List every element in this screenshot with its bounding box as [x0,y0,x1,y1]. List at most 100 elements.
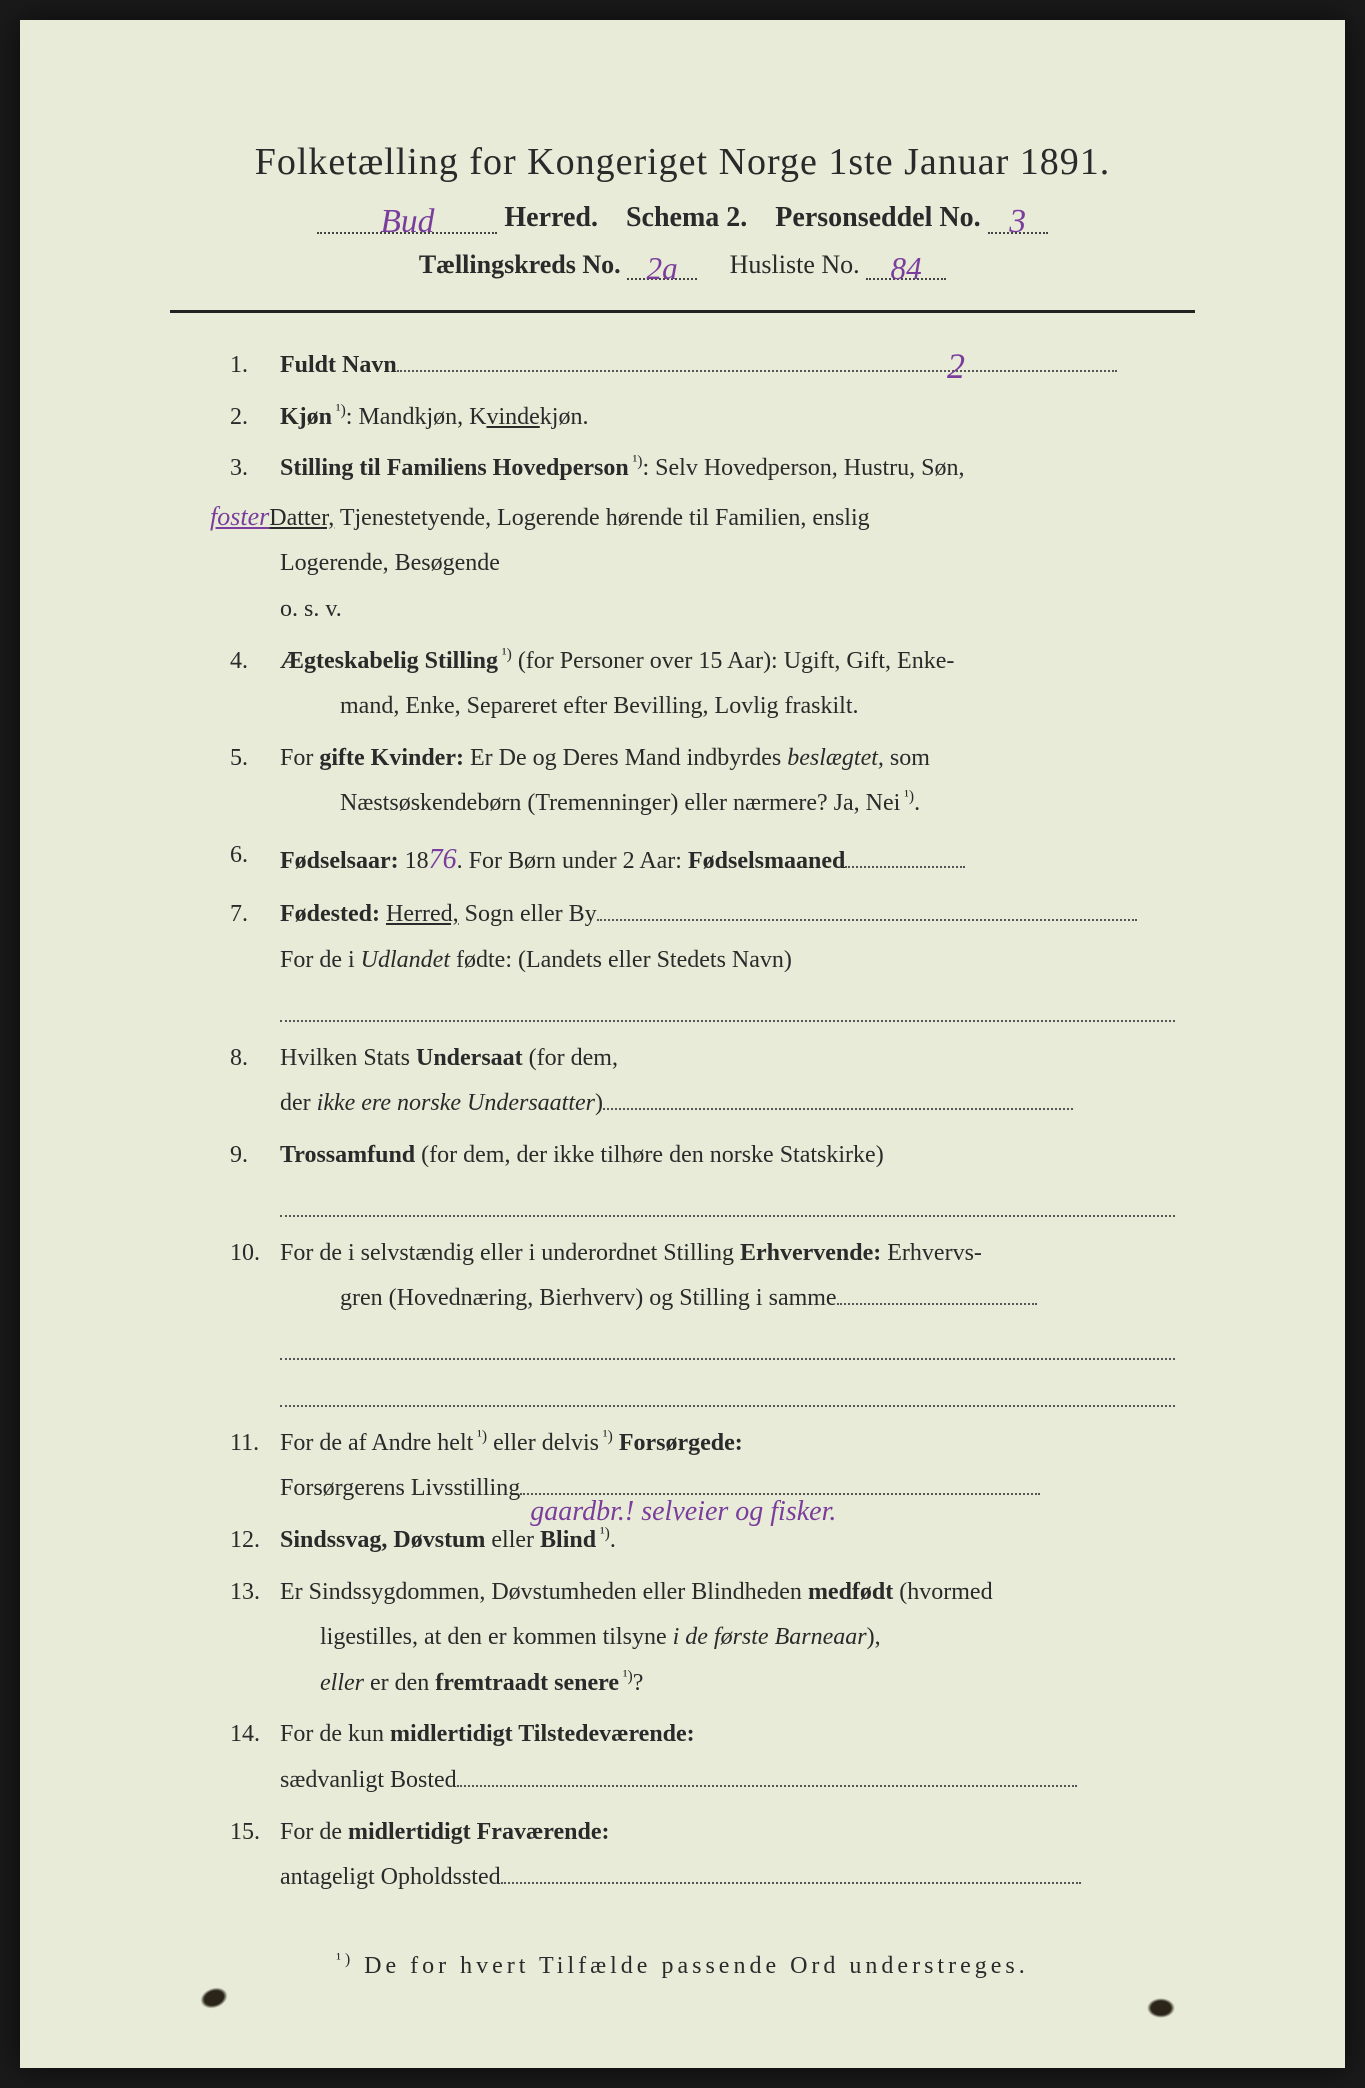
footnote-text: De for hvert Tilfælde passende Ord under… [364,1953,1029,1979]
subtitle-row-1: Bud Herred. Schema 2. Personseddel No. 3 [170,202,1195,234]
content-2: Kjøn ¹): Mandkjøn, Kvindekjøn. [280,395,1175,441]
content-9: Trossamfund (for dem, der ikke tilhøre d… [280,1133,1175,1225]
text-15a: For de [280,1819,348,1845]
text-3d: o. s. v. [280,596,342,622]
text-3b1: Datter, [269,505,334,531]
text-2b: kjøn. [540,404,589,430]
text-2u: vinde [486,404,539,430]
num-15: 15. [230,1810,280,1901]
num-12: 12. [230,1518,280,1564]
item-9: 9. Trossamfund (for dem, der ikke tilhør… [230,1133,1175,1225]
num-4: 4. [230,639,280,730]
item-10: 10. For de i selvstændig eller i underor… [230,1231,1175,1415]
label-10: Erhvervende: [740,1240,881,1266]
text-3b2: Tjenestetyende, Logerende hørende til Fa… [334,505,869,531]
fn-11b: ¹) [599,1428,613,1445]
label-14: midlertidigt Tilstedeværende: [390,1721,695,1747]
content-13: Er Sindssygdommen, Døvstumheden eller Bl… [280,1570,1175,1707]
num-11: 11. [230,1421,280,1512]
content-3: Stilling til Familiens Hovedperson ¹): S… [280,446,1175,632]
text-11c: Forsørgerens Livsstilling [280,1475,520,1501]
text-10c: gren (Hovednæring, Bierhverv) og Stillin… [280,1285,837,1311]
italic-5a: beslægtet, [787,745,884,771]
husliste-hand: 84 [891,251,922,286]
item-1: 1. Fuldt Navn [230,343,1175,389]
fill-10c [280,1368,1175,1406]
text-13b: (hvormed [893,1579,992,1605]
year-prefix: 18 [399,848,429,874]
husliste-label: Husliste No. [730,250,860,279]
label-1: Fuldt Navn [280,352,397,378]
text-7b: For de i [280,947,361,973]
fill-6 [845,866,965,868]
item-11: 11. For de af Andre helt ¹) eller delvis… [230,1421,1175,1512]
label-12a: Sindssvag, Døvstum [280,1527,485,1553]
item-15: 15. For de midlertidigt Fraværende: anta… [230,1810,1175,1901]
census-form-page: Folketælling for Kongeriget Norge 1ste J… [20,20,1345,2068]
text-13d: ), [867,1624,881,1650]
fill-14 [457,1785,1077,1787]
num-14: 14. [230,1712,280,1803]
label-4: Ægteskabelig Stilling [280,648,498,674]
italic-8a: ikke ere norske Undersaatter [317,1090,595,1116]
text-7c: fødte: (Landets eller Stedets Navn) [450,947,792,973]
curled-mark: 2 [947,345,965,387]
fill-1 [397,370,1117,372]
subtitle-row-2: Tællingskreds No. 2a Husliste No. 84 [170,250,1195,280]
italic-13a: i de første Barneaar [673,1624,867,1650]
text-5b: Er De og Deres Mand indbyrdes [464,745,787,771]
text-7a: Sogn eller By [459,901,597,927]
num-7: 7. [230,892,280,1030]
text-2a: : Mandkjøn, K [346,404,487,430]
text-13e: er den [364,1670,435,1696]
item-13: 13. Er Sindssygdommen, Døvstumheden elle… [230,1570,1175,1707]
content-14: For de kun midlertidigt Tilstedeværende:… [280,1712,1175,1803]
num-1: 1. [230,343,280,389]
content-8: Hvilken Stats Undersaat (for dem, der ik… [280,1036,1175,1127]
italic-7a: Udlandet [361,947,450,973]
personseddel-label: Personseddel No. [775,202,980,233]
fn-11a: ¹) [473,1428,487,1445]
italic-13b: eller [280,1670,364,1696]
content-15: For de midlertidigt Fraværende: antageli… [280,1810,1175,1901]
fill-10a [837,1303,1037,1305]
item-6: 6. Fødselsaar: 1876. For Børn under 2 Aa… [230,833,1175,886]
label-15: midlertidigt Fraværende: [348,1819,610,1845]
text-11a: For de af Andre helt [280,1430,473,1456]
fill-7a [597,919,1137,921]
person-no-fill: 3 [988,203,1048,234]
text-7u: Herred, [386,901,459,927]
label-6b: Fødselsmaaned [688,848,845,874]
fill-11: gaardbr.! selveier og fisker. [520,1493,1040,1495]
husliste-fill: 84 [866,251,946,280]
num-6: 6. [230,833,280,886]
footnote-marker: ¹) [336,1951,354,1968]
text-14a: For de kun [280,1721,390,1747]
text-8c: der [280,1090,317,1116]
item-2: 2. Kjøn ¹): Mandkjøn, Kvindekjøn. [230,395,1175,441]
year-hand: 76 [429,844,457,875]
content-6: Fødselsaar: 1876. For Børn under 2 Aar: … [280,833,1175,886]
label-9: Trossamfund [280,1142,415,1168]
item-7: 7. Fødested: Herred, Sogn eller By For d… [230,892,1175,1030]
schema-label: Schema 2. [626,202,747,233]
label-2: Kjøn [280,404,332,430]
ink-blot-left [197,1984,230,2012]
divider-top [170,310,1195,313]
num-13: 13. [230,1570,280,1707]
text-13c: ligestilles, at den er kommen tilsyne [280,1624,673,1650]
text-13f: ? [633,1670,644,1696]
num-9: 9. [230,1133,280,1225]
text-10a: For de i selvstændig eller i underordnet… [280,1240,740,1266]
text-9a: (for dem, der ikke tilhøre den norske St… [415,1142,884,1168]
text-5c: som [884,745,930,771]
herred-label: Herred. [504,202,598,233]
fill-9 [280,1178,1175,1216]
main-title: Folketælling for Kongeriget Norge 1ste J… [170,140,1195,184]
content-5: For gifte Kvinder: Er De og Deres Mand i… [280,736,1175,827]
num-5: 5. [230,736,280,827]
content-10: For de i selvstændig eller i underordnet… [280,1231,1175,1415]
content-11: For de af Andre helt ¹) eller delvis ¹) … [280,1421,1175,1512]
text-15b: antageligt Opholdssted [280,1864,501,1890]
fill-10b [280,1322,1175,1360]
